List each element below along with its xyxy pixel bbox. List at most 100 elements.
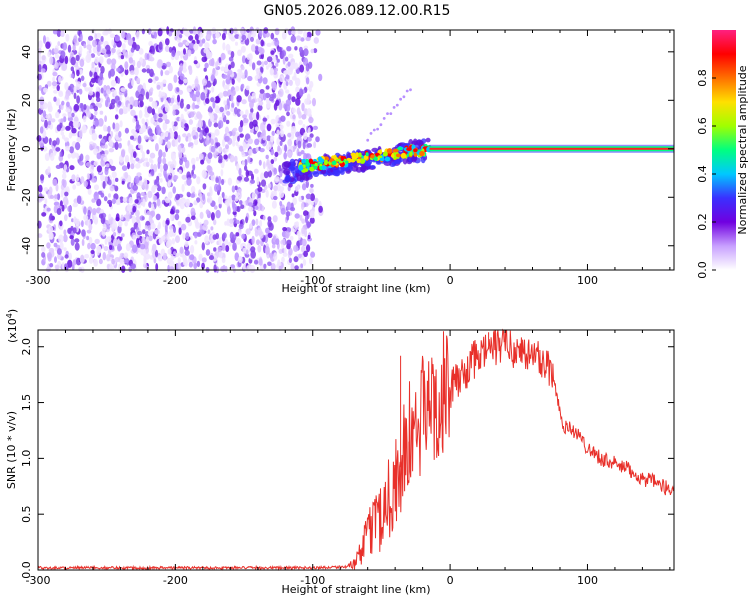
spectrogram-noise-dot	[93, 184, 100, 191]
spectrogram-noise-dot	[82, 82, 87, 88]
spectrogram-noise-dot	[193, 262, 198, 270]
spectrogram-noise-dot	[210, 212, 215, 221]
spectrogram-noise-dot	[165, 61, 171, 68]
spectrogram-noise-dot	[144, 183, 149, 191]
spectrogram-noise-dot	[195, 90, 201, 98]
spectrogram-noise-dot	[69, 146, 74, 154]
spectrogram-noise-dot	[123, 252, 129, 259]
snr-x-tick-label: -100	[300, 574, 325, 587]
spectrogram-noise-dot	[193, 60, 198, 65]
spectrogram-noise-dot	[162, 122, 168, 131]
spectrogram-noise-dot	[294, 265, 299, 270]
spectrogram-noise-dot	[113, 193, 119, 201]
spectrogram-noise-dot	[142, 229, 146, 235]
spectrogram-noise-dot	[171, 49, 176, 58]
spectrogram-noise-dot	[262, 77, 268, 85]
spectrogram-noise-dot	[249, 223, 253, 229]
spectrogram-noise-dot	[168, 46, 173, 53]
spectrogram-noise-dot	[183, 78, 188, 84]
spectrogram-noise-dot	[71, 127, 77, 134]
spectrogram-noise-dot	[231, 102, 235, 109]
spectrogram-noise-dot	[244, 69, 248, 78]
spectrogram-noise-dot	[104, 150, 109, 155]
spectrogram-noise-dot	[275, 238, 280, 246]
spectrogram-noise-dot	[235, 238, 242, 245]
spectrogram-noise-dot	[236, 95, 242, 103]
spectrogram-noise-dot	[80, 75, 85, 82]
spectrogram-noise-dot	[256, 176, 260, 186]
spectrogram-noise-dot	[194, 240, 198, 245]
spectrogram-noise-dot	[258, 159, 262, 166]
snr-x-tick-label: 0	[447, 574, 454, 587]
spectrogram-noise-dot	[90, 53, 96, 58]
spectrogram-noise-dot	[53, 242, 58, 248]
spectrogram-noise-dot	[273, 252, 278, 261]
spectrogram-noise-dot	[263, 263, 267, 269]
spectrogram-noise-dot	[218, 250, 223, 259]
spectrogram-noise-dot	[275, 62, 279, 67]
spectrogram-noise-dot	[277, 145, 281, 152]
spectrogram-noise-dot	[110, 165, 116, 171]
spectrogram-noise-dot	[271, 81, 277, 89]
spectrogram-noise-dot	[232, 203, 237, 213]
spectrogram-noise-dot	[163, 163, 169, 171]
spectrogram-noise-dot	[127, 161, 130, 170]
spectrogram-noise-dot	[79, 33, 83, 42]
spectrogram-noise-dot	[66, 101, 70, 108]
spectrogram-noise-dot	[214, 183, 219, 192]
colorbar: 0.0 0.2 0.4 0.6 0.8 Normalized spectral ampl…	[696, 30, 749, 279]
spectrogram-noise-dot	[207, 195, 213, 204]
spectrogram-noise-dot	[88, 90, 94, 96]
spectrogram-noise-dot	[309, 210, 315, 219]
spectrogram-noise-dot	[231, 90, 236, 97]
spectrogram-noise-dot	[301, 238, 307, 247]
spectrogram-noise-dot	[234, 34, 240, 39]
spectrogram-noise-dot	[117, 225, 122, 234]
spectrogram-noise-dot	[275, 116, 279, 122]
spectrogram-noise-dot	[172, 109, 176, 116]
spectrogram-noise-dot	[218, 196, 223, 205]
spectrogram-noise-dot	[196, 176, 201, 185]
spectrogram-noise-dot	[226, 98, 230, 106]
spectrogram-noise-dot	[182, 259, 187, 266]
spectrogram-noise-dot	[288, 79, 293, 86]
spectrogram-noise-dot	[70, 66, 75, 72]
spectrogram-noise-dot	[251, 62, 256, 71]
spectrogram-noise-dot	[139, 127, 145, 134]
spectrogram-noise-dot	[100, 35, 104, 42]
spectrogram-noise-dot	[303, 250, 308, 257]
spectrogram-noise-dot	[89, 105, 93, 110]
spectrogram-noise-dot	[182, 232, 186, 240]
spectrogram-noise-dot	[152, 120, 156, 126]
spectrogram-noise-dot	[287, 93, 292, 101]
spectrogram-noise-dot	[288, 182, 293, 188]
spectrogram-noise-dot	[46, 80, 52, 87]
spectrogram-noise-dot	[60, 131, 65, 136]
spectrogram-noise-dot	[56, 208, 62, 215]
spectrogram-noise-dot	[171, 121, 175, 126]
spectrogram-noise-dot	[235, 141, 239, 147]
spectrogram-noise-dot	[255, 68, 260, 73]
spectrogram-noise-dot	[137, 135, 142, 144]
spectrogram-noise-dot	[144, 225, 148, 230]
spectrogram-noise-dot	[115, 213, 120, 222]
spectrogram-noise-dot	[303, 45, 309, 50]
spectrogram-noise-dot	[56, 248, 62, 255]
spectrogram-noise-dot	[131, 129, 136, 134]
spectrogram-noise-dot	[196, 39, 200, 45]
spectrogram-noise-dot	[177, 262, 182, 271]
spectrogram-noise-dot	[65, 125, 71, 131]
spectrogram-noise-dot	[270, 159, 275, 165]
spectrogram-signal-core	[397, 147, 403, 151]
spectrogram-noise-dot	[106, 58, 112, 65]
spectrogram-noise-dot	[308, 116, 314, 124]
spectrogram-noise-dot	[275, 99, 280, 107]
spectrogram-noise-dot	[157, 59, 163, 68]
spectrogram-noise-dot	[246, 265, 251, 272]
spectrogram-noise-dot	[254, 205, 259, 210]
spectrogram-noise-dot	[169, 229, 174, 238]
spectrogram-noise-dot	[149, 68, 154, 77]
spectrogram-noise-dot	[55, 183, 59, 192]
spectrogram-noise-dot	[151, 243, 157, 253]
spectrogram-noise-dot	[282, 227, 287, 232]
